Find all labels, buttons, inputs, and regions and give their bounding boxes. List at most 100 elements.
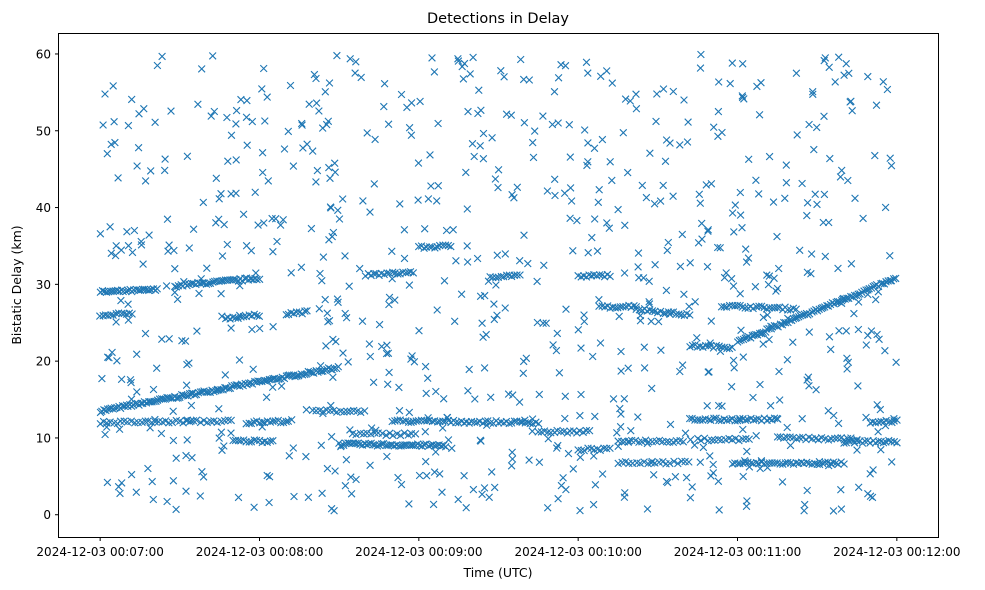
data-point (840, 460, 848, 468)
data-point (140, 104, 148, 113)
data-point (693, 334, 701, 342)
data-point (520, 118, 529, 127)
data-point (183, 436, 191, 444)
data-point (722, 416, 731, 425)
data-point (488, 134, 496, 142)
data-point (770, 274, 778, 283)
data-point (258, 148, 267, 157)
data-point (282, 417, 290, 426)
data-point (590, 215, 599, 223)
data-point (614, 205, 622, 214)
data-point (486, 393, 495, 402)
data-point (695, 190, 704, 199)
data-point (384, 349, 393, 358)
data-point (119, 287, 127, 296)
data-point (432, 197, 441, 205)
y-tick-label: 50 (36, 124, 51, 138)
data-point (414, 159, 423, 167)
data-point (185, 244, 194, 252)
data-point (329, 335, 337, 344)
data-point (392, 441, 401, 449)
data-point (615, 312, 623, 321)
data-point (163, 215, 172, 223)
data-point (324, 117, 333, 126)
data-point (373, 442, 382, 450)
data-point (515, 256, 524, 265)
data-point (124, 121, 133, 130)
data-point (447, 242, 455, 251)
data-point (338, 195, 347, 203)
data-point (438, 488, 446, 496)
data-point (715, 506, 723, 514)
data-point (260, 437, 269, 446)
data-point (347, 490, 356, 498)
data-point (289, 444, 298, 452)
data-point (316, 362, 325, 370)
data-point (889, 275, 898, 283)
data-point (676, 141, 684, 149)
data-point (207, 417, 215, 426)
data-point (737, 336, 745, 344)
data-point (252, 269, 260, 277)
data-point (308, 368, 316, 377)
data-point (739, 472, 747, 481)
data-point (669, 87, 678, 96)
data-point (767, 322, 775, 331)
data-point (114, 174, 122, 182)
data-point (887, 458, 896, 466)
data-point (783, 458, 792, 467)
data-point (752, 431, 760, 440)
data-point (635, 273, 643, 282)
data-point (763, 311, 772, 319)
data-point (834, 264, 842, 273)
data-point (151, 415, 159, 424)
data-point (427, 182, 435, 190)
data-point (330, 506, 338, 515)
data-point (886, 251, 894, 260)
data-point (500, 73, 508, 81)
data-point (757, 329, 766, 338)
data-point (239, 210, 248, 219)
data-point (479, 154, 488, 163)
data-point (463, 258, 472, 266)
x-tick-label: 2024-12-03 00:08:00 (196, 545, 323, 559)
data-point (826, 345, 835, 354)
data-point (182, 381, 191, 389)
data-point (800, 506, 808, 515)
data-point (341, 309, 349, 318)
data-point (800, 500, 809, 509)
data-point (534, 419, 543, 428)
data-point (738, 60, 747, 68)
data-point (831, 78, 839, 86)
data-point (775, 396, 784, 404)
data-point (308, 147, 317, 155)
data-point (783, 433, 791, 441)
data-point (824, 218, 833, 227)
data-point (318, 276, 326, 285)
data-point (582, 58, 591, 67)
data-point (825, 333, 834, 341)
data-point (847, 260, 856, 268)
data-point (475, 86, 483, 94)
data-point (293, 372, 301, 380)
data-point (588, 352, 597, 361)
data-point (123, 227, 131, 236)
data-point (227, 429, 235, 437)
data-point (621, 95, 630, 103)
data-point (122, 287, 130, 296)
data-point (651, 260, 659, 269)
data-point (110, 117, 118, 126)
data-point (868, 418, 877, 426)
x-axis-ticks: 2024-12-03 00:07:00 2024-12-03 00:08:00 20… (36, 537, 961, 559)
data-point (683, 138, 692, 146)
data-point (539, 112, 547, 120)
data-point (363, 129, 371, 137)
data-point (287, 269, 295, 277)
data-point (663, 246, 672, 255)
data-point (480, 291, 489, 300)
data-point (585, 426, 594, 435)
data-point (608, 79, 617, 87)
data-point (696, 458, 705, 466)
data-point (389, 431, 397, 440)
data-point (508, 448, 516, 457)
